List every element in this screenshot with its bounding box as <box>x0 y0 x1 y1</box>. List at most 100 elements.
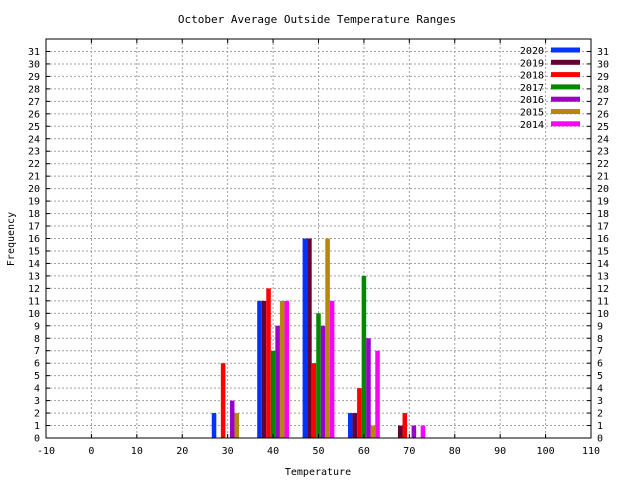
legend-swatch <box>551 47 580 53</box>
x-tick-label: 70 <box>403 446 415 457</box>
x-tick-label: 40 <box>267 446 279 457</box>
bar-2018-30 <box>220 363 226 438</box>
x-tick-label: 110 <box>582 446 600 457</box>
y-tick-label: 27 <box>28 97 40 108</box>
y-tick-label: 29 <box>28 72 40 83</box>
bar-2019-70 <box>397 425 403 438</box>
y-tick-label: 18 <box>28 209 40 220</box>
y-tick-label-right: 2 <box>597 409 603 420</box>
y-tick-label: 15 <box>28 246 40 257</box>
y-axis-label: Frequency <box>6 212 17 266</box>
bar-2020-40 <box>257 300 262 438</box>
legend-swatch <box>551 84 580 90</box>
y-tick-label: 22 <box>28 159 40 170</box>
y-tick-label-right: 21 <box>597 172 609 183</box>
bar-2016-30 <box>229 400 235 438</box>
y-tick-label-right: 19 <box>597 197 609 208</box>
bar-2014-50 <box>329 300 335 438</box>
y-tick-label: 6 <box>34 359 40 370</box>
bar-2018-60 <box>357 388 362 438</box>
y-tick-label: 20 <box>28 184 40 195</box>
y-tick-label: 30 <box>28 59 40 70</box>
y-tick-label-right: 23 <box>597 147 609 158</box>
y-tick-label: 1 <box>34 421 40 432</box>
y-tick-label: 23 <box>28 147 40 158</box>
y-tick-label-right: 24 <box>597 134 609 145</box>
y-tick-label-right: 8 <box>597 334 603 345</box>
y-tick-label: 12 <box>28 284 40 295</box>
y-tick-label: 24 <box>28 134 40 145</box>
y-tick-label: 0 <box>34 434 40 445</box>
y-tick-label: 10 <box>28 309 40 320</box>
y-tick-label-right: 5 <box>597 371 603 382</box>
y-tick-label: 17 <box>28 222 40 233</box>
bar-2018-50 <box>311 363 317 438</box>
legend-label: 2014 <box>520 120 544 131</box>
y-tick-label-right: 16 <box>597 234 609 245</box>
bar-2019-40 <box>261 300 267 438</box>
bar-2014-40 <box>284 300 289 438</box>
legend-swatch <box>551 121 580 127</box>
bar-2019-60 <box>352 413 358 438</box>
y-tick-label-right: 1 <box>597 421 603 432</box>
bar-2020-50 <box>302 238 308 438</box>
bar-2017-40 <box>270 350 276 438</box>
y-tick-label: 9 <box>34 321 40 332</box>
bar-2016-70 <box>411 425 417 438</box>
y-tick-label: 2 <box>34 409 40 420</box>
bar-2020-30 <box>211 413 217 438</box>
y-tick-label-right: 17 <box>597 222 609 233</box>
y-tick-label: 3 <box>34 396 40 407</box>
legend-label: 2016 <box>520 95 544 106</box>
legend-label: 2020 <box>520 46 544 57</box>
y-tick-label-right: 7 <box>597 346 603 357</box>
x-tick-label: 0 <box>88 446 94 457</box>
chart-title: October Average Outside Temperature Rang… <box>178 13 456 26</box>
bars-layer <box>211 238 426 438</box>
bar-2016-40 <box>275 325 280 438</box>
y-tick-label-right: 9 <box>597 321 603 332</box>
y-tick-label-right: 29 <box>597 72 609 83</box>
x-tick-label: 50 <box>312 446 324 457</box>
x-tick-label: 20 <box>176 446 188 457</box>
legend-label: 2018 <box>520 71 544 82</box>
legend-label: 2015 <box>520 108 544 119</box>
legend-swatch <box>551 109 580 114</box>
y-tick-label-right: 28 <box>597 84 609 95</box>
y-tick-label-right: 14 <box>597 259 609 270</box>
legend-label: 2017 <box>520 83 544 94</box>
y-tick-label-right: 15 <box>597 246 609 257</box>
y-tick-label: 19 <box>28 197 40 208</box>
y-tick-label: 31 <box>28 47 40 58</box>
bar-2015-30 <box>234 413 240 438</box>
y-tick-label: 13 <box>28 271 40 282</box>
y-tick-label: 28 <box>28 84 40 95</box>
y-tick-label-right: 13 <box>597 271 609 282</box>
y-tick-label-right: 20 <box>597 184 609 195</box>
bar-2015-50 <box>325 238 330 438</box>
x-tick-label: 80 <box>449 446 461 457</box>
legend-swatch <box>551 59 580 65</box>
x-tick-label: 100 <box>537 446 555 457</box>
y-tick-label-right: 27 <box>597 97 609 108</box>
x-tick-label: 30 <box>222 446 234 457</box>
bar-2017-50 <box>316 313 321 438</box>
y-tick-label: 8 <box>34 334 40 345</box>
bar-2016-50 <box>320 325 326 438</box>
x-tick-label: 60 <box>358 446 370 457</box>
bar-2018-70 <box>402 413 408 438</box>
y-tick-label: 4 <box>34 384 40 395</box>
bar-2016-60 <box>366 338 371 438</box>
x-tick-label: 90 <box>494 446 506 457</box>
legend-swatch <box>551 96 580 102</box>
y-tick-label: 21 <box>28 172 40 183</box>
y-tick-label: 14 <box>28 259 40 270</box>
y-tick-label-right: 22 <box>597 159 609 170</box>
bar-2019-50 <box>307 238 312 438</box>
bar-2015-40 <box>279 300 285 438</box>
y-tick-label: 5 <box>34 371 40 382</box>
y-tick-label: 25 <box>28 122 40 133</box>
bar-2014-60 <box>375 350 380 438</box>
